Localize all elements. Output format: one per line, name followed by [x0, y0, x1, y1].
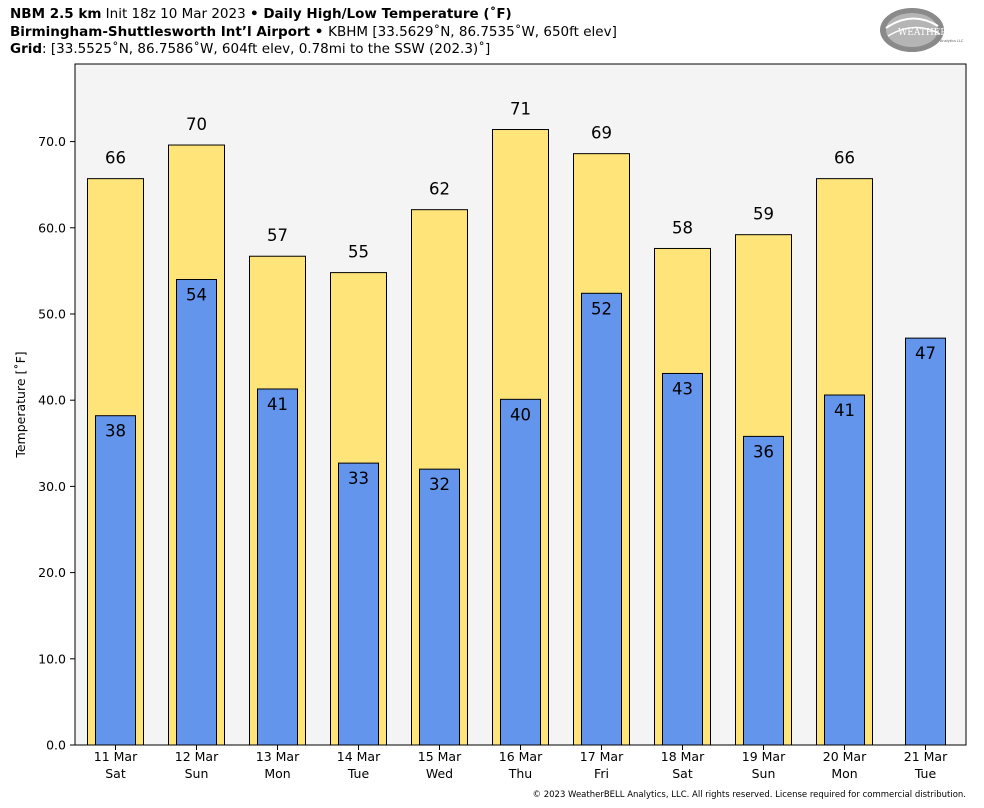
low-bar: [176, 279, 217, 746]
low-value-label: 41: [834, 401, 855, 420]
high-value-label: 66: [105, 149, 126, 168]
low-value-label: 32: [429, 475, 450, 494]
x-tick-day: Wed: [426, 766, 453, 781]
x-tick-date: 14 Mar: [337, 749, 381, 764]
header-line-3: Grid: [33.5525˚N, 86.7586˚W, 604ft elev,…: [10, 41, 617, 59]
svg-text:WEATHERBELL: WEATHERBELL: [898, 28, 970, 38]
low-bar: [743, 435, 784, 746]
logo-subtext: Analytics LLC: [940, 39, 964, 43]
low-value-label: 47: [915, 344, 936, 363]
x-tick-day: Thu: [508, 766, 532, 781]
y-axis: 0.0 10.0 20.0 30.0 40.0 50.0 60.0 70.0: [38, 134, 75, 753]
high-value-label: 71: [510, 100, 531, 119]
low-bar: [257, 388, 298, 746]
low-value-label: 40: [510, 405, 531, 424]
high-value-label: 55: [348, 243, 369, 262]
x-tick-day: Mon: [264, 766, 290, 781]
low-value-label: 54: [186, 286, 207, 305]
y-tick-label: 40.0: [38, 393, 66, 408]
chart-header: NBM 2.5 km Init 18z 10 Mar 2023 • Daily …: [10, 6, 617, 59]
x-tick-day: Sat: [672, 766, 693, 781]
header-line-1: NBM 2.5 km Init 18z 10 Mar 2023 • Daily …: [10, 6, 617, 24]
y-tick-label: 70.0: [38, 134, 66, 149]
low-value-label: 43: [672, 379, 693, 398]
y-axis-label: Temperature [˚F]: [13, 351, 28, 458]
x-tick-day: Mon: [831, 766, 857, 781]
high-value-label: 66: [834, 149, 855, 168]
logo-text-bell: BELL: [947, 28, 970, 38]
low-value-label: 52: [591, 299, 612, 318]
station-name: Birmingham-Shuttlesworth Int’l Airport: [10, 23, 311, 40]
x-tick-date: 20 Mar: [823, 749, 867, 764]
y-tick-label: 20.0: [38, 565, 66, 580]
low-bars: 38 54 41 33 32 40 52 43 36 41 47: [95, 279, 946, 746]
grid-detail: : [33.5525˚N, 86.7586˚W, 604ft elev, 0.7…: [42, 41, 491, 57]
low-bar: [95, 415, 136, 746]
high-value-label: 59: [753, 205, 774, 224]
product-name: Daily High/Low Temperature (˚F): [258, 6, 512, 22]
grid-label: Grid: [10, 41, 43, 57]
x-tick-day: Fri: [594, 766, 609, 781]
x-tick-date: 11 Mar: [94, 749, 138, 764]
low-bar: [338, 462, 379, 746]
x-axis: 11 Mar Sat 12 Mar Sun 13 Mar Mon 14 Mar Tue 15 M…: [94, 745, 948, 781]
low-value-label: 38: [105, 422, 126, 441]
low-bar: [581, 292, 622, 746]
x-tick-day: Sun: [185, 766, 209, 781]
high-value-label: 69: [591, 124, 612, 143]
x-tick-day: Tue: [347, 766, 370, 781]
low-bar: [905, 337, 946, 746]
x-tick-date: 13 Mar: [256, 749, 300, 764]
high-value-label: 62: [429, 180, 450, 199]
header-bullet: •: [250, 6, 259, 22]
low-value-label: 36: [753, 442, 774, 461]
init-time: Init 18z 10 Mar 2023: [101, 6, 250, 22]
y-tick-label: 30.0: [38, 479, 66, 494]
high-value-label: 57: [267, 226, 288, 245]
x-tick-date: 21 Mar: [904, 749, 948, 764]
y-tick-label: 60.0: [38, 220, 66, 235]
low-bar: [662, 372, 703, 746]
x-tick-date: 12 Mar: [175, 749, 219, 764]
x-tick-date: 18 Mar: [661, 749, 705, 764]
low-bar: [500, 398, 541, 746]
low-bar: [824, 394, 865, 746]
model-name: NBM 2.5 km: [10, 6, 102, 22]
x-tick-date: 17 Mar: [580, 749, 624, 764]
x-tick-day: Tue: [914, 766, 937, 781]
y-tick-label: 50.0: [38, 306, 66, 321]
y-tick-label: 0.0: [46, 738, 66, 753]
header-bullet: •: [310, 23, 329, 40]
x-tick-date: 15 Mar: [418, 749, 462, 764]
low-value-label: 33: [348, 469, 369, 488]
header-line-2: Birmingham-Shuttlesworth Int’l Airport •…: [10, 24, 617, 42]
high-value-label: 70: [186, 115, 207, 134]
high-value-label: 58: [672, 218, 693, 237]
x-tick-date: 16 Mar: [499, 749, 543, 764]
low-bar: [419, 468, 460, 746]
copyright-notice: © 2023 WeatherBELL Analytics, LLC. All r…: [532, 790, 966, 800]
x-tick-date: 19 Mar: [742, 749, 786, 764]
x-tick-day: Sun: [752, 766, 776, 781]
station-detail: KBHM [33.5629˚N, 86.7535˚W, 650ft elev]: [328, 23, 617, 40]
low-value-label: 41: [267, 395, 288, 414]
x-tick-day: Sat: [105, 766, 126, 781]
y-tick-label: 10.0: [38, 651, 66, 666]
logo-text-weather: WEATHER: [898, 28, 947, 38]
plot-border: [74, 63, 967, 746]
weatherbell-logo: WEATHERBELL Analytics LLC: [880, 8, 970, 52]
